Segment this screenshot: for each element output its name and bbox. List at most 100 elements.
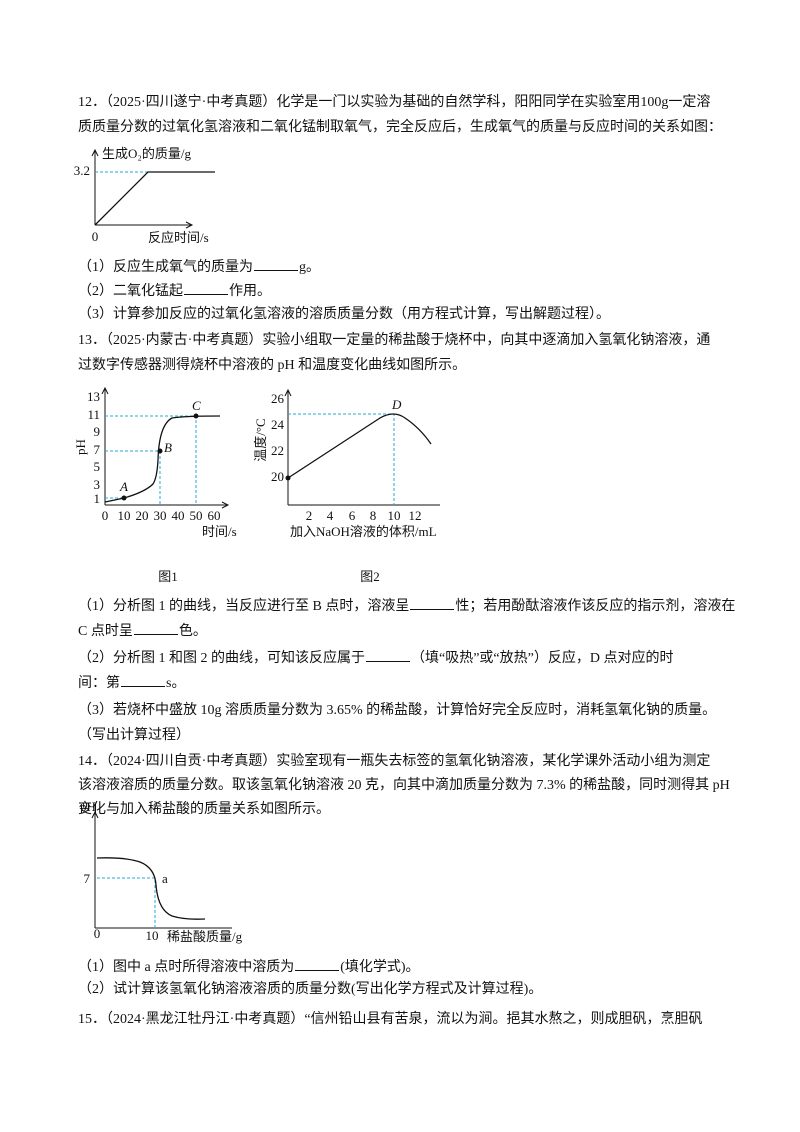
- x-tick-label: 60: [208, 508, 221, 523]
- text-line: 过数字传感器测得烧杯中溶液的 pH 和温度变化曲线如图所示。: [78, 356, 466, 376]
- text-segment: （1）分析图 1 的曲线，当反应进行至 B 点时，溶液呈: [78, 599, 410, 614]
- text-segment: 变化与加入稀盐酸的质量关系如图所示。: [78, 802, 330, 817]
- text-line: 质质量分数的过氧化氢溶液和二氧化锰制取氧气，完全反应后，生成氧气的质量与反应时间…: [78, 118, 722, 138]
- caption: 图1: [158, 569, 178, 584]
- y-tick-label: 3.2: [74, 163, 90, 178]
- text-segment: 过数字传感器测得烧杯中溶液的 pH 和温度变化曲线如图所示。: [78, 358, 467, 373]
- x-tick-label: 50: [190, 508, 203, 523]
- text-segment: 作用。: [229, 284, 271, 299]
- x-tick-label: 10: [118, 508, 131, 523]
- text-line: 12．（2025·四川遂宁·中考真题）化学是一门以实验为基础的自然学科，阳阳同学…: [78, 93, 710, 113]
- y-label: 生成O₂的质量/g: [102, 146, 192, 161]
- text-segment: （填“吸热”或“放热”）反应，D 点对应的时: [411, 651, 674, 666]
- text-line: （1）图中 a 点时所得溶液中溶质为 (填化学式)。: [78, 956, 420, 978]
- text-segment: （1）图中 a 点时所得溶液中溶质为: [78, 960, 295, 975]
- x-tick-label: 0: [94, 926, 101, 941]
- text-line: 变化与加入稀盐酸的质量关系如图所示。: [78, 800, 330, 820]
- text-segment: （2）二氧化锰起: [78, 284, 183, 299]
- x-label: 反应时间/s: [148, 230, 209, 245]
- x-label: 时间/s: [202, 524, 237, 539]
- guide-line: [97, 877, 156, 928]
- y-tick-label: 1: [94, 491, 101, 506]
- guide-line: [288, 413, 395, 505]
- text-line: （2）分析图 1 和图 2 的曲线，可知该反应属于 （填“吸热”或“放热”）反应，…: [78, 647, 673, 669]
- y-label: 温度/°C: [253, 418, 268, 461]
- answer-blank: [366, 647, 410, 662]
- x-tick-label: 2: [306, 508, 313, 523]
- x-tick-label: 20: [136, 508, 149, 523]
- answer-blank: [254, 256, 298, 271]
- text-segment: 色。: [178, 624, 207, 639]
- x-tick-label: 40: [172, 508, 185, 523]
- y-tick-label: 13: [87, 389, 100, 404]
- x-label: 加入NaOH溶液的体积/mL: [290, 524, 437, 539]
- text-segment: （3）若烧杯中盛放 10g 溶质质量分数为 3.65% 的稀盐酸，计算恰好完全反…: [78, 703, 717, 718]
- text-segment: 14．（2024·四川自贡·中考真题）实验室现有一瓶失去标签的氢氧化钠溶液，某化…: [78, 754, 711, 769]
- axes: [284, 388, 440, 506]
- y-tick-label: 3: [94, 477, 101, 492]
- text-segment: 质质量分数的过氧化氢溶液和二氧化锰制取氧气，完全反应后，生成氧气的质量与反应时间…: [78, 120, 722, 135]
- x-tick-label: 0: [102, 508, 109, 523]
- y-tick-label: 22: [271, 443, 284, 458]
- text-line: 13．（2025·内蒙古·中考真题）实验小组取一定量的稀盐酸于烧杯中，向其中逐滴…: [78, 331, 710, 351]
- text-line: （3）计算参加反应的过氧化氢溶液的溶质质量分数（用方程式计算，写出解题过程）。: [78, 305, 610, 325]
- text-line: （1）分析图 1 的曲线，当反应进行至 B 点时，溶液呈 性；若用酚酞溶液作该反应…: [78, 595, 735, 617]
- point: [193, 413, 199, 419]
- text-segment: 13．（2025·内蒙古·中考真题）实验小组取一定量的稀盐酸于烧杯中，向其中逐滴…: [78, 333, 711, 348]
- text-line: （2）试计算该氢氧化钠溶液溶质的质量分数(写出化学方程式及计算过程)。: [78, 980, 542, 1000]
- text-segment: C 点时呈: [78, 624, 133, 639]
- y-label: pH: [80, 799, 96, 814]
- text-segment: （1）反应生成氧气的质量为: [78, 260, 253, 275]
- text-line: （2）二氧化锰起 作用。: [78, 280, 271, 302]
- point-label: B: [164, 440, 172, 455]
- y-tick-label: 24: [271, 417, 285, 432]
- guide-line: [105, 415, 197, 505]
- point-label: C: [192, 398, 201, 413]
- text-segment: (填化学式)。: [340, 960, 420, 975]
- text-line: 14．（2024·四川自贡·中考真题）实验室现有一瓶失去标签的氢氧化钠溶液，某化…: [78, 752, 710, 772]
- y-tick-label: 7: [94, 442, 101, 457]
- text-segment: g。: [299, 260, 320, 275]
- x-tick-label: 0: [92, 229, 99, 244]
- y-tick-label: 9: [94, 424, 101, 439]
- figure-temperature: D 温度/°C 20 22 24 26 2 4 6 8 10 12 加入NaOH…: [253, 388, 440, 584]
- point-label: a: [162, 871, 168, 886]
- x-tick-label: 6: [349, 508, 356, 523]
- text-segment: （2）试计算该氢氧化钠溶液溶质的质量分数(写出化学方程式及计算过程)。: [78, 982, 543, 997]
- figure-ph-2: pH 7 a 0 10 稀盐酸质量/g: [80, 799, 243, 944]
- text-line: 15．（2024·黑龙江牡丹江·中考真题）“信州铅山县有苦泉，流以为涧。挹其水熬…: [78, 1010, 703, 1030]
- axes: [91, 810, 232, 929]
- y-tick-label: 20: [271, 469, 284, 484]
- y-tick-label: 26: [271, 391, 285, 406]
- figure-oxygen: 生成O₂的质量/g 3.2 0 反应时间/s: [74, 146, 215, 245]
- answer-blank: [410, 595, 455, 610]
- x-tick-label: 8: [370, 508, 377, 523]
- text-line: 该溶液溶质的质量分数。取该氢氧化钠溶液 20 克，向其中滴加质量分数为 7.3%…: [78, 776, 730, 796]
- point-label: D: [391, 397, 402, 412]
- answer-blank: [133, 620, 178, 635]
- x-tick-label: 4: [327, 508, 334, 523]
- text-line: （1）反应生成氧气的质量为 g。: [78, 256, 320, 278]
- answer-blank: [295, 956, 340, 971]
- figure-ph-1: A B C pH 1 3 5 7 9 11 13 0 10 20 30 40 5…: [73, 386, 237, 584]
- text-line: C 点时呈 色。: [78, 620, 207, 642]
- text-segment: 性；若用酚酞溶液作该反应的指示剂，溶液在: [455, 599, 736, 614]
- point: [121, 495, 127, 501]
- x-tick-label: 30: [154, 508, 167, 523]
- answer-blank: [184, 280, 228, 295]
- y-tick-label: 5: [94, 459, 101, 474]
- x-tick-label: 12: [409, 508, 422, 523]
- text-line: （3）若烧杯中盛放 10g 溶质质量分数为 3.65% 的稀盐酸，计算恰好完全反…: [78, 701, 716, 721]
- text-segment: 12．（2025·四川遂宁·中考真题）化学是一门以实验为基础的自然学科，阳阳同学…: [78, 95, 711, 110]
- axes: [101, 386, 230, 509]
- text-line: （写出计算过程）: [78, 726, 190, 746]
- x-tick-label: 10: [388, 508, 401, 523]
- text-segment: s。: [166, 676, 186, 691]
- text-segment: 该溶液溶质的质量分数。取该氢氧化钠溶液 20 克，向其中滴加质量分数为 7.3%…: [78, 778, 730, 793]
- point: [285, 475, 291, 481]
- y-tick-label: 11: [87, 407, 100, 422]
- text-line: 间：第 s。: [78, 672, 185, 694]
- curve: [287, 413, 432, 479]
